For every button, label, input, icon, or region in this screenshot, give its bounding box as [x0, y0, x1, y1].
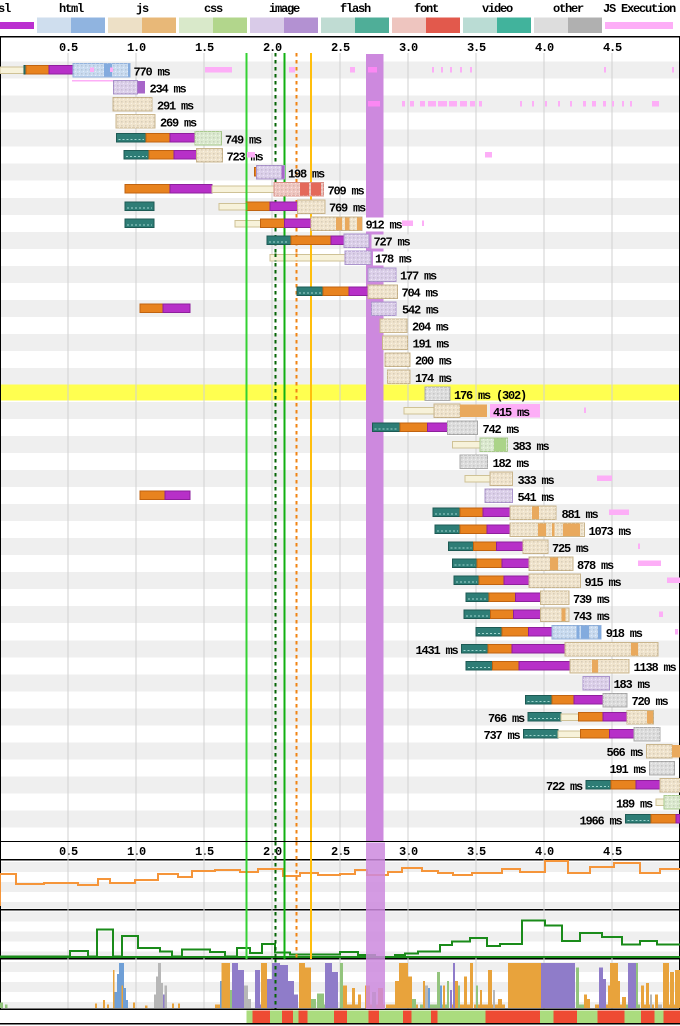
svg-text:182 ms: 182 ms: [493, 457, 530, 471]
svg-text:234 ms: 234 ms: [150, 82, 187, 96]
svg-text:177 ms: 177 ms: [400, 270, 437, 284]
svg-text:4.5: 4.5: [603, 41, 622, 55]
svg-text:915 ms: 915 ms: [585, 576, 622, 590]
svg-text:198 ms: 198 ms: [288, 168, 325, 182]
svg-text:739 ms: 739 ms: [573, 593, 610, 607]
svg-text:video: video: [482, 2, 513, 16]
svg-text:566 ms: 566 ms: [606, 746, 643, 760]
svg-text:1.5: 1.5: [195, 41, 214, 55]
svg-text:204 ms: 204 ms: [412, 321, 449, 335]
svg-text:JS Execution: JS Execution: [603, 2, 676, 16]
svg-text:743 ms: 743 ms: [573, 610, 610, 624]
svg-text:742 ms: 742 ms: [483, 423, 520, 437]
svg-text:720 ms: 720 ms: [632, 695, 669, 709]
svg-text:542 ms: 542 ms: [402, 304, 439, 318]
svg-text:html: html: [59, 2, 84, 16]
svg-text:723 ms: 723 ms: [227, 151, 264, 165]
svg-text:font: font: [414, 2, 439, 16]
svg-text:2.0: 2.0: [263, 845, 282, 859]
svg-text:383 ms: 383 ms: [513, 440, 550, 454]
svg-text:191 ms: 191 ms: [609, 763, 646, 777]
svg-text:0.5: 0.5: [59, 845, 78, 859]
svg-text:1431 ms: 1431 ms: [415, 644, 458, 658]
svg-text:image: image: [269, 2, 300, 16]
svg-text:other: other: [553, 2, 584, 16]
svg-text:200 ms: 200 ms: [415, 355, 452, 369]
svg-text:1.0: 1.0: [127, 845, 146, 859]
svg-text:2.5: 2.5: [331, 41, 350, 55]
svg-text:722 ms: 722 ms: [546, 780, 583, 794]
svg-text:291 ms: 291 ms: [157, 99, 194, 113]
svg-text:4.5: 4.5: [603, 845, 622, 859]
svg-text:881 ms: 881 ms: [562, 508, 599, 522]
svg-text:1138 ms: 1138 ms: [634, 661, 677, 675]
svg-text:737 ms: 737 ms: [483, 729, 520, 743]
svg-text:1.0: 1.0: [127, 41, 146, 55]
svg-text:3.5: 3.5: [467, 845, 486, 859]
svg-text:1073 ms: 1073 ms: [589, 525, 632, 539]
svg-text:333 ms: 333 ms: [518, 474, 555, 488]
svg-text:2.5: 2.5: [331, 845, 350, 859]
svg-text:4.0: 4.0: [535, 41, 554, 55]
svg-text:174 ms: 174 ms: [415, 372, 452, 386]
svg-text:269 ms: 269 ms: [160, 117, 197, 131]
svg-text:704 ms: 704 ms: [402, 287, 439, 301]
svg-text:1.5: 1.5: [195, 845, 214, 859]
svg-text:183 ms: 183 ms: [614, 678, 651, 692]
svg-text:4.0: 4.0: [535, 845, 554, 859]
svg-text:727 ms: 727 ms: [374, 236, 411, 250]
svg-text:flash: flash: [340, 2, 371, 16]
svg-text:415 ms: 415 ms: [493, 406, 530, 420]
svg-text:js: js: [136, 2, 149, 16]
svg-text:878 ms: 878 ms: [577, 559, 614, 573]
svg-text:918 ms: 918 ms: [606, 627, 643, 641]
svg-text:912 ms: 912 ms: [366, 219, 403, 233]
svg-text:1966 ms: 1966 ms: [579, 814, 622, 828]
svg-text:725 ms: 725 ms: [552, 542, 589, 556]
svg-text:709 ms: 709 ms: [328, 185, 365, 199]
svg-text:766 ms: 766 ms: [488, 712, 525, 726]
svg-text:176 ms (302): 176 ms (302): [454, 389, 526, 403]
svg-text:541 ms: 541 ms: [518, 491, 555, 505]
svg-text:189 ms: 189 ms: [616, 797, 653, 811]
svg-text:770 ms: 770 ms: [134, 65, 171, 79]
svg-text:3.0: 3.0: [399, 41, 418, 55]
svg-text:3.0: 3.0: [399, 845, 418, 859]
svg-text:191 ms: 191 ms: [413, 338, 450, 352]
svg-text:css: css: [204, 2, 223, 16]
svg-text:769 ms: 769 ms: [329, 202, 366, 216]
svg-text:0.5: 0.5: [59, 41, 78, 55]
svg-text:178 ms: 178 ms: [375, 253, 412, 267]
svg-text:3.5: 3.5: [467, 41, 486, 55]
svg-text:ssl: ssl: [0, 2, 11, 16]
svg-text:749 ms: 749 ms: [225, 134, 262, 148]
svg-text:2.0: 2.0: [263, 41, 282, 55]
